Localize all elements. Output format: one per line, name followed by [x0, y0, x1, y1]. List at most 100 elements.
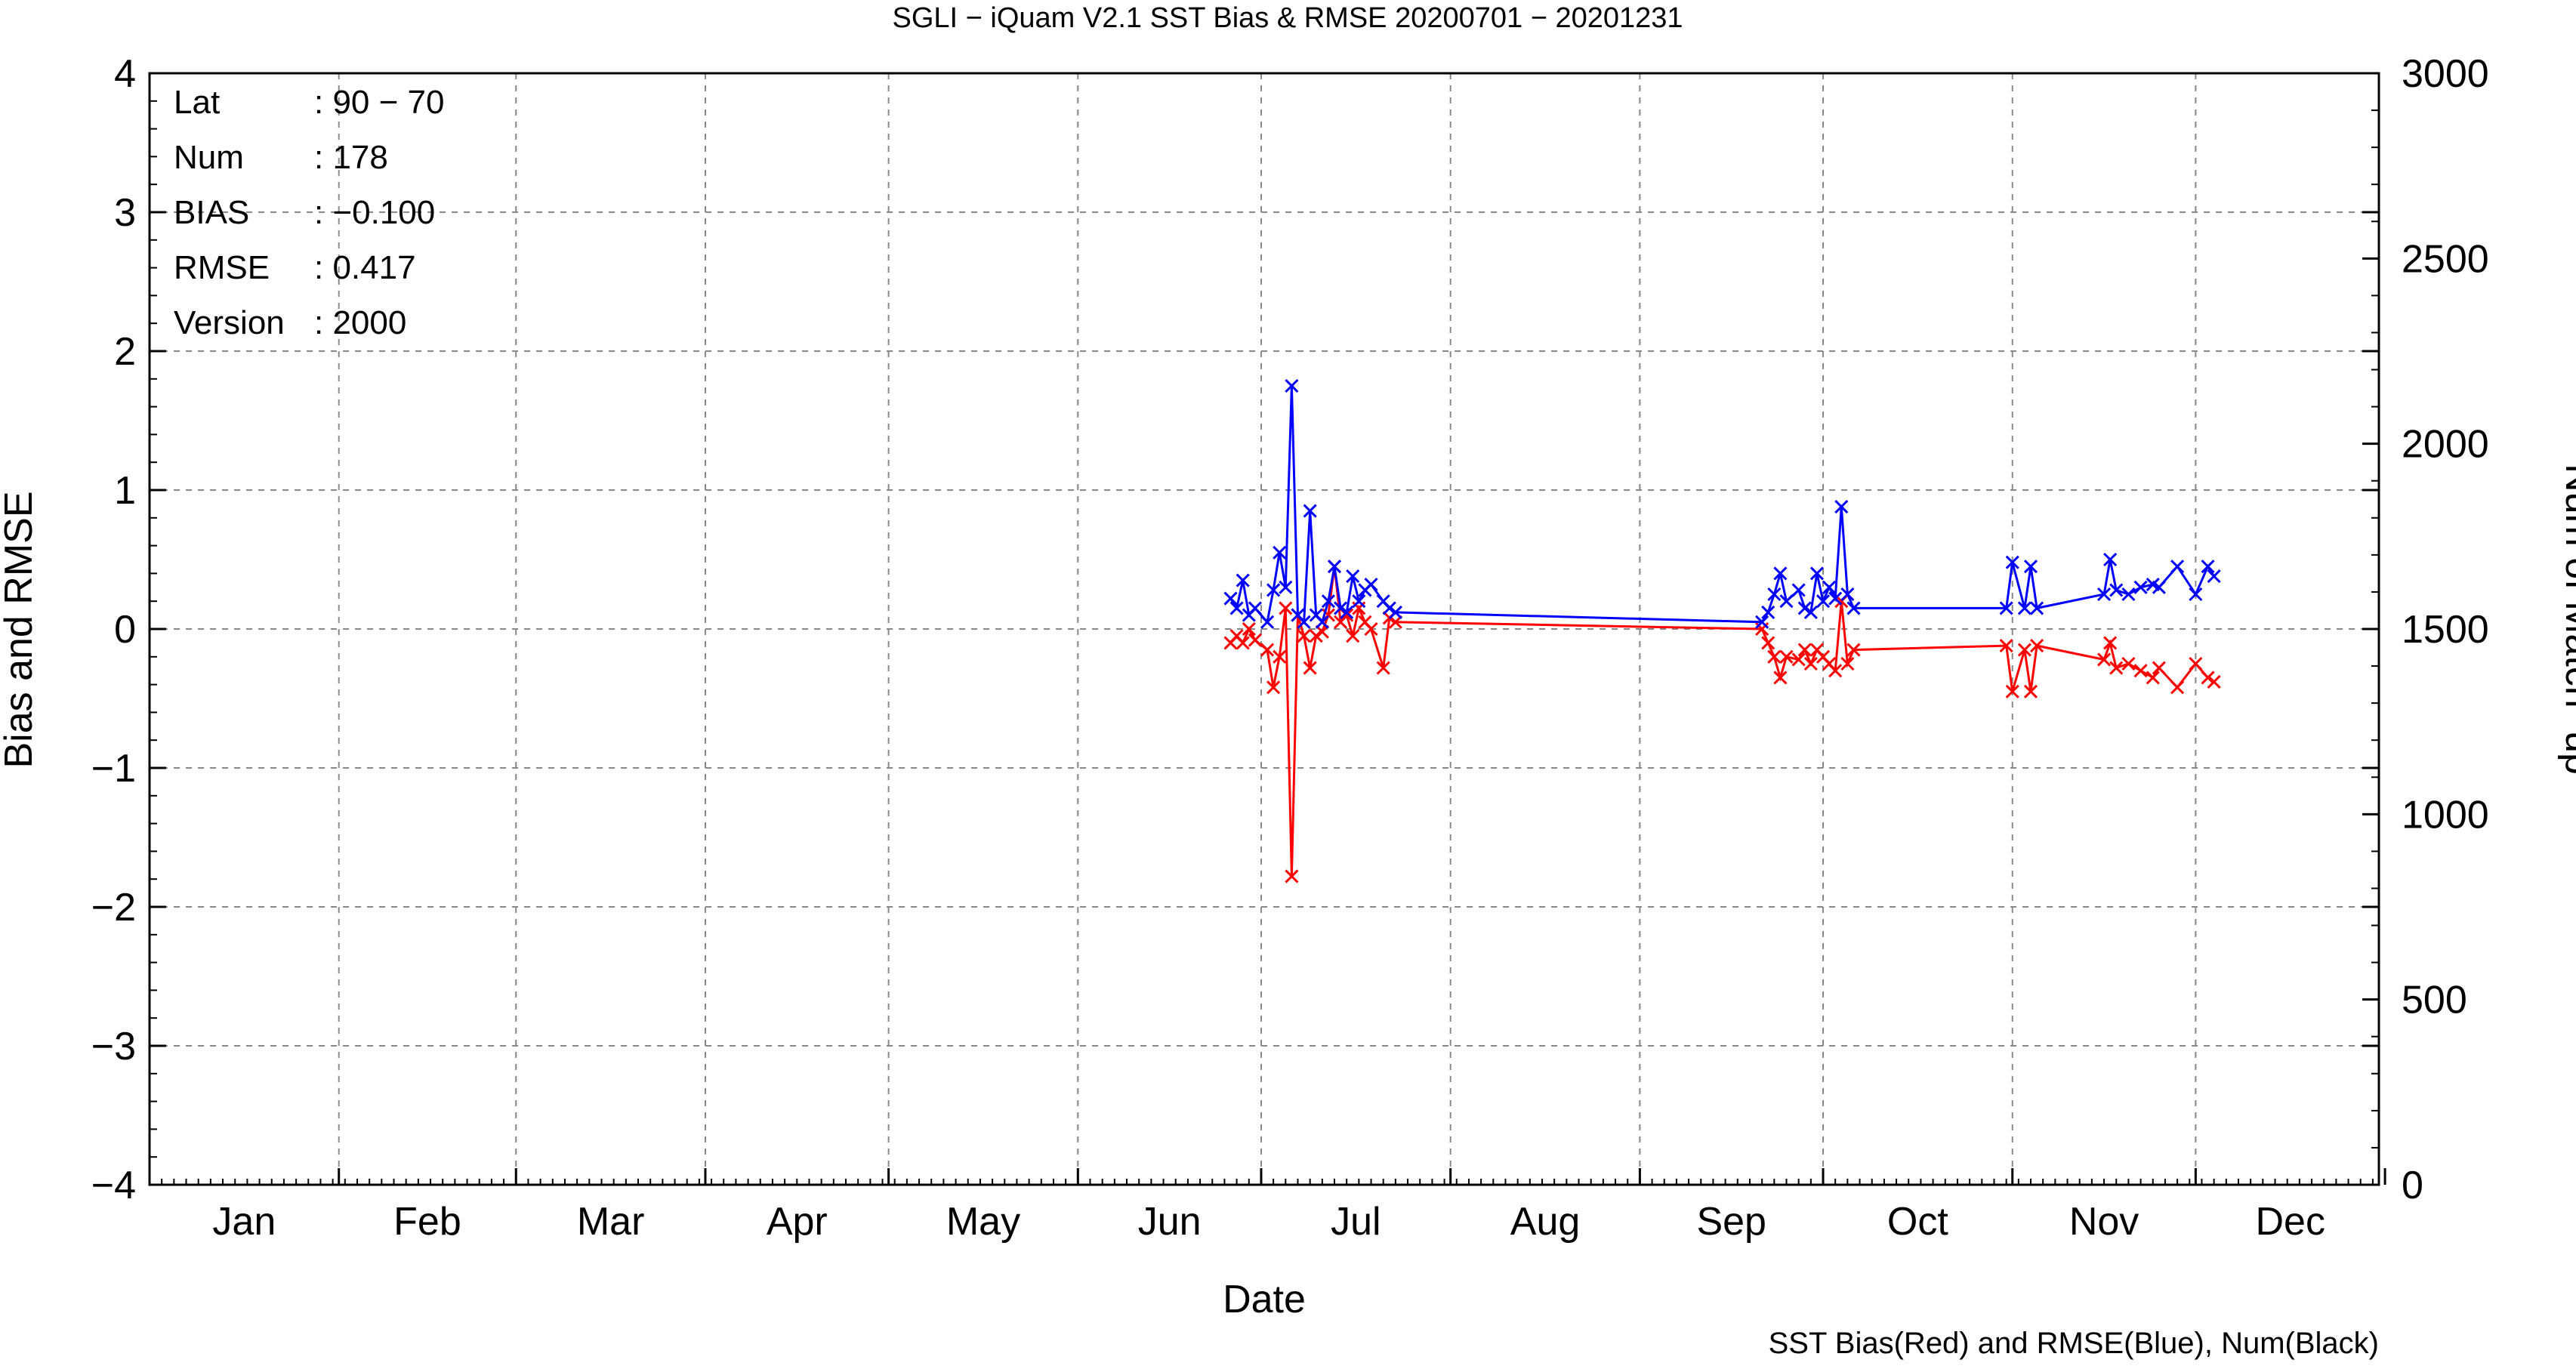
data-point: [1260, 615, 1275, 629]
marker-stroke: [1803, 605, 1818, 619]
data-point: [1382, 601, 1396, 615]
x-tick-label: Aug: [1510, 1200, 1581, 1244]
data-point: [1822, 580, 1837, 594]
marker-stroke: [1779, 594, 1794, 609]
marker-stroke: [1999, 601, 2013, 615]
marker-stroke: [1266, 583, 1281, 597]
marker-stroke: [2017, 643, 2031, 657]
y-tick-label: 4: [114, 52, 136, 96]
data-point: [2030, 639, 2044, 653]
stat-label: Version: [174, 304, 285, 341]
data-point: [1803, 656, 1818, 671]
data-point: [1797, 643, 1812, 657]
x-tick-label: Feb: [393, 1200, 461, 1244]
x-tick-label: May: [946, 1200, 1020, 1244]
data-point: [1376, 661, 1390, 675]
marker-stroke: [1236, 636, 1250, 650]
marker-stroke: [1828, 591, 1843, 606]
stat-value: : 2000: [314, 304, 406, 341]
data-point: [2109, 583, 2124, 597]
stat-label: RMSE: [174, 249, 270, 286]
marker-stroke: [1303, 504, 1317, 518]
stat-label: Num: [174, 139, 244, 176]
data-point: [2189, 656, 2203, 671]
marker-stroke: [1376, 661, 1390, 675]
marker-stroke: [2109, 661, 2124, 675]
marker-stroke: [1834, 500, 1849, 514]
marker-stroke: [1309, 608, 1323, 622]
data-point: [1297, 629, 1311, 643]
marker-stroke: [1291, 608, 1305, 622]
marker-stroke: [2170, 560, 2185, 574]
y-tick-label: −1: [91, 747, 136, 791]
data-point: [1285, 869, 1299, 883]
data-point: [1773, 671, 1788, 685]
marker-stroke: [2207, 569, 2221, 584]
data-point: [1273, 545, 1287, 560]
x-tick-label: Apr: [767, 1200, 828, 1244]
y2-tick-label: 0: [2402, 1164, 2423, 1207]
marker-stroke: [1376, 594, 1390, 609]
x-tick-label: Oct: [1887, 1200, 1948, 1244]
y-tick-label: −4: [91, 1164, 136, 1207]
x-tick-label: Jul: [1331, 1200, 1381, 1244]
marker-stroke: [2109, 583, 2124, 597]
marker-stroke: [1767, 649, 1782, 664]
data-point: [1303, 504, 1317, 518]
marker-stroke: [2170, 680, 2185, 695]
data-point: [1779, 594, 1794, 609]
marker-stroke: [1236, 573, 1250, 587]
data-point: [2103, 636, 2118, 650]
marker-stroke: [2030, 601, 2044, 615]
marker-stroke: [1364, 621, 1378, 637]
marker-stroke: [1297, 615, 1311, 629]
data-point: [1260, 643, 1275, 657]
data-point: [2201, 560, 2215, 574]
data-point: [2170, 680, 2185, 695]
marker-stroke: [1822, 656, 1837, 671]
marker-stroke: [2121, 587, 2136, 602]
data-point: [1303, 661, 1317, 675]
marker-stroke: [1358, 615, 1372, 629]
marker-stroke: [2201, 671, 2215, 685]
data-point: [1266, 680, 1281, 695]
y-axis-label: Bias and RMSE: [0, 491, 41, 768]
data-point: [1279, 601, 1293, 615]
marker-stroke: [1229, 601, 1244, 615]
marker-stroke: [1767, 587, 1782, 602]
marker-stroke: [1303, 661, 1317, 675]
x-tick-label: Sep: [1696, 1200, 1766, 1244]
marker-stroke: [1315, 624, 1329, 639]
marker-stroke: [2023, 684, 2038, 698]
data-point: [1223, 591, 1238, 606]
y2-tick-label: 2500: [2402, 237, 2489, 281]
data-point: [1779, 649, 1794, 664]
data-point: [1761, 636, 1775, 650]
data-point: [1803, 605, 1818, 619]
marker-stroke: [1809, 643, 1824, 657]
data-point: [2146, 671, 2160, 685]
marker-stroke: [1999, 639, 2013, 653]
y2-tick-label: 2000: [2402, 423, 2489, 467]
series-bias: [1223, 560, 2221, 883]
marker-stroke: [1803, 656, 1818, 671]
data-point: [1797, 601, 1812, 615]
marker-stroke: [2103, 636, 2118, 650]
legend-footer: SST Bias(Red) and RMSE(Blue), Num(Black): [1769, 1327, 2379, 1360]
x-tick-label: Jun: [1138, 1200, 1202, 1244]
marker-stroke: [1346, 569, 1360, 584]
data-point: [1828, 664, 1843, 678]
data-point: [1327, 560, 1342, 574]
data-point: [2023, 684, 2038, 698]
marker-stroke: [1773, 566, 1788, 581]
y2-axis-label: Num of Match−up: [2557, 464, 2576, 775]
marker-stroke: [1761, 605, 1775, 619]
data-point: [2121, 587, 2136, 602]
stat-label: Lat: [174, 84, 220, 121]
marker-stroke: [2005, 555, 2019, 569]
marker-stroke: [1388, 615, 1402, 629]
axes: −4 −3 −2 −1 0 1 2 3 4 0 500 1000 1500 2000 2500 3000 Jan…: [91, 52, 2489, 1244]
marker-stroke: [1285, 378, 1299, 393]
marker-stroke: [1797, 643, 1812, 657]
marker-stroke: [1327, 560, 1342, 574]
